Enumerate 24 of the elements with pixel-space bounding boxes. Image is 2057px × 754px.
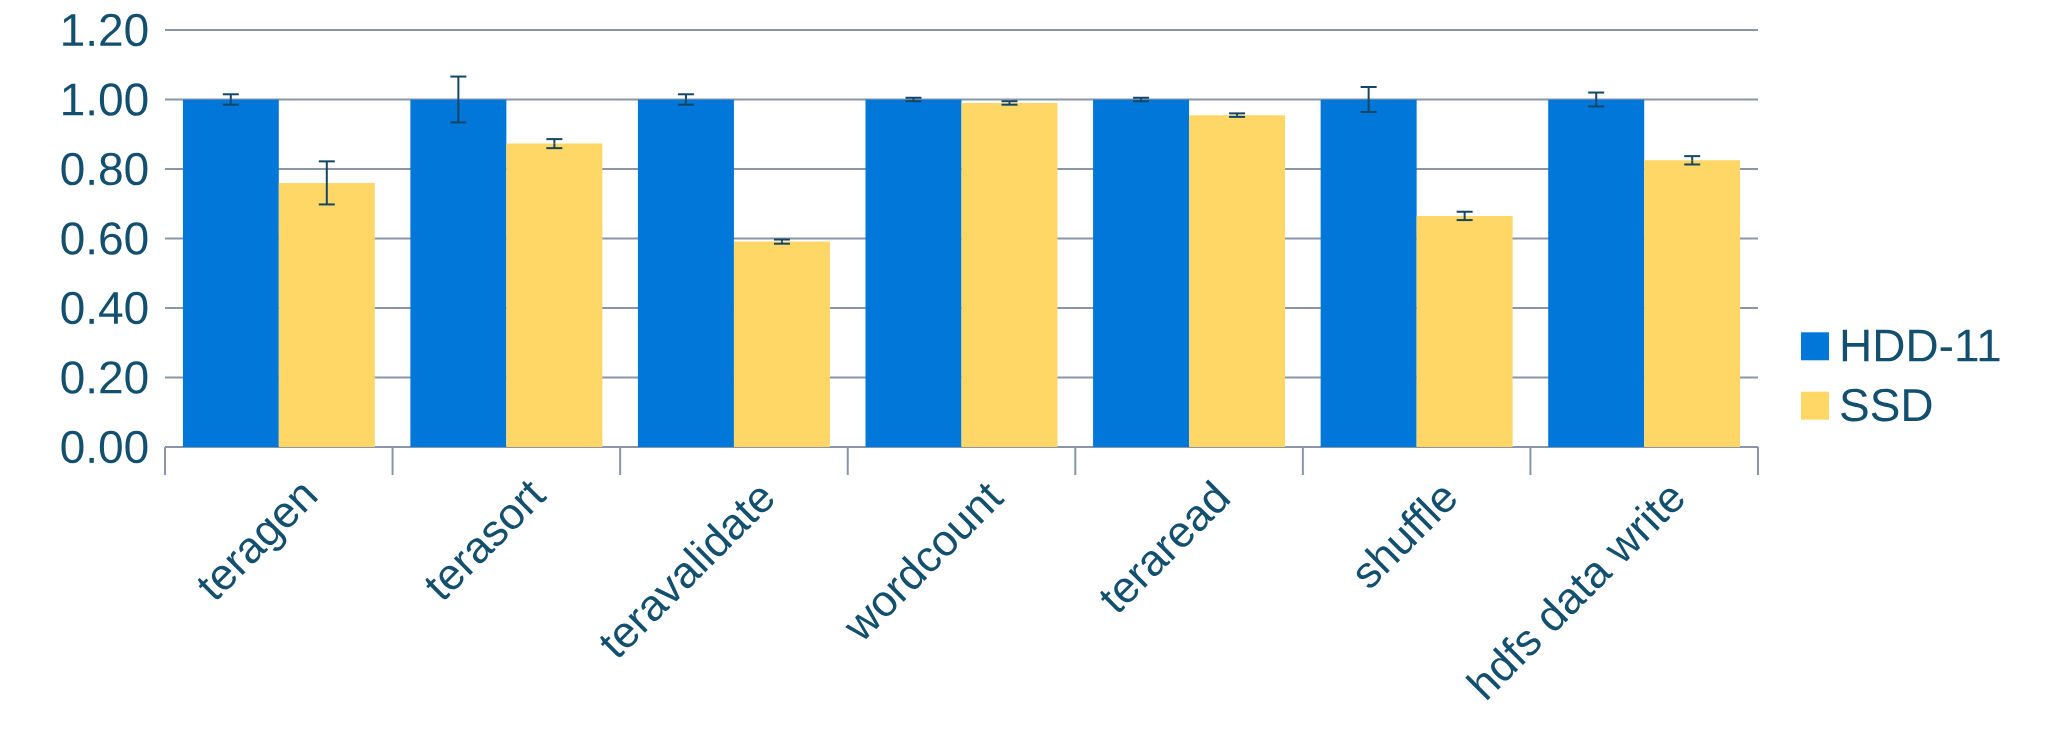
bar <box>1320 99 1417 447</box>
x-tick-label: hdfs data write <box>1465 488 1684 701</box>
y-tick-label: 0.80 <box>61 152 148 186</box>
y-tick-label: 0.00 <box>61 430 148 464</box>
bar <box>961 102 1058 447</box>
y-tick-label: 1.00 <box>63 83 148 116</box>
y-tick-label: 1.20 <box>63 13 148 47</box>
bar <box>410 99 507 447</box>
bar <box>1093 99 1190 447</box>
bar <box>506 143 603 447</box>
bar <box>182 99 279 447</box>
y-tick-label: 0.60 <box>61 222 148 255</box>
y-tick-label: 0.20 <box>61 361 148 394</box>
bar <box>1416 215 1513 447</box>
bar <box>865 99 962 447</box>
bar <box>1644 160 1741 447</box>
bar <box>278 182 375 447</box>
bar <box>733 241 830 447</box>
bar <box>1548 99 1645 447</box>
bar <box>1189 115 1286 447</box>
bar <box>637 99 734 447</box>
y-tick-label: 0.40 <box>61 291 148 325</box>
legend-label: SSD <box>1841 388 1932 422</box>
legend-label: HDD-11 <box>1842 329 2000 362</box>
